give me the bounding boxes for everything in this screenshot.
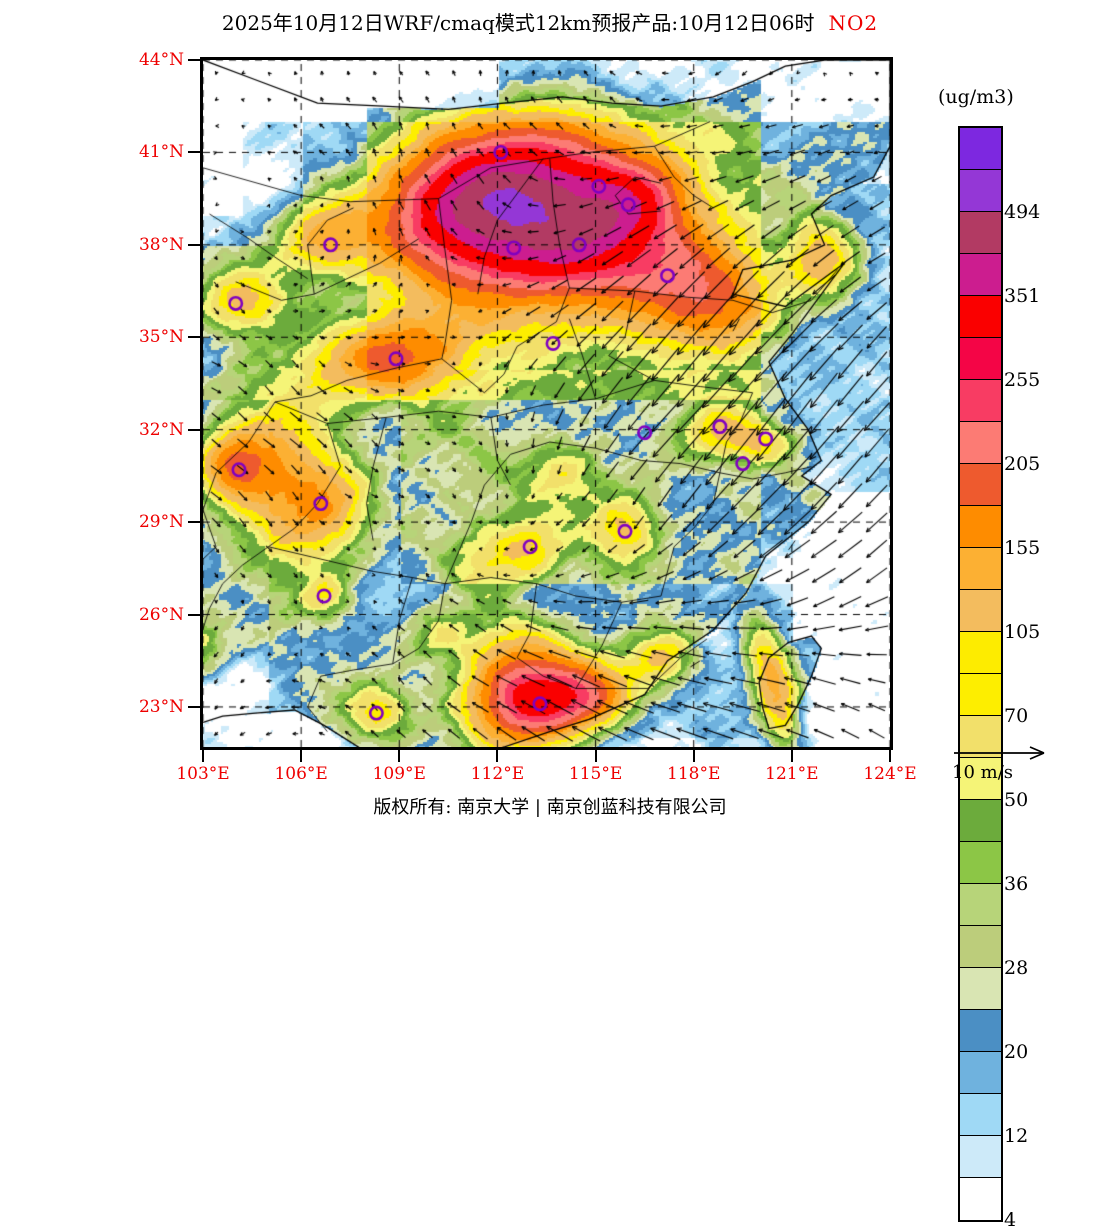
colorbar-label-255: 255 [1004, 369, 1041, 391]
title-species: NO2 [828, 11, 879, 35]
colorbar-label-36: 36 [1004, 873, 1029, 895]
colorbar-label-4: 4 [1004, 1209, 1017, 1231]
lon-tick [398, 750, 401, 762]
lon-tick [594, 750, 597, 762]
colorbar-label-20: 20 [1004, 1041, 1029, 1063]
page-title: 2025年10月12日WRF/cmaq模式12km预报产品:10月12日06时 N… [0, 7, 1100, 36]
copyright-footer: 版权所有: 南京大学 | 南京创蓝科技有限公司 [373, 797, 727, 818]
colorbar-band-16 [960, 800, 1001, 842]
colorbar-band-10 [960, 548, 1001, 590]
colorbar-band-24 [960, 1136, 1001, 1178]
colorbar-band-4 [960, 296, 1001, 338]
colorbar-band-2 [960, 212, 1001, 254]
colorbar-band-14 [960, 716, 1001, 758]
lon-tick-label-109°E: 109°E [372, 764, 426, 784]
colorbar-band-3 [960, 254, 1001, 296]
map-visualization-page: 2025年10月12日WRF/cmaq模式12km预报产品:10月12日06时 N… [0, 7, 1100, 1231]
colorbar-band-8 [960, 464, 1001, 506]
lat-tick [188, 243, 200, 246]
lon-tick [202, 750, 204, 762]
lat-tick-label-26°N: 26°N [138, 604, 184, 625]
lon-tick-label-106°E: 106°E [274, 764, 328, 784]
colorbar-band-17 [960, 842, 1001, 884]
lon-tick [496, 750, 499, 762]
colorbar-band-11 [960, 590, 1001, 632]
colorbar-label-351: 351 [1004, 285, 1041, 307]
colorbar-band-18 [960, 884, 1001, 926]
lat-tick [188, 336, 200, 339]
colorbar-label-205: 205 [1004, 453, 1041, 475]
lat-tick-label-35°N: 35°N [138, 327, 184, 348]
lat-tick [188, 59, 200, 61]
concentration-field-canvas[interactable] [203, 60, 890, 747]
wind-scale-legend: 10 m/s [952, 742, 1082, 790]
lon-tick-label-124°E: 124°E [863, 764, 917, 784]
lat-tick-label-29°N: 29°N [138, 512, 184, 533]
lat-tick-label-23°N: 23°N [138, 696, 184, 717]
lon-tick-label-112°E: 112°E [470, 764, 525, 784]
colorbar-label-28: 28 [1004, 957, 1029, 979]
colorbar-band-13 [960, 674, 1001, 716]
colorbar-label-494: 494 [1004, 201, 1041, 223]
lon-tick-label-103°E: 103°E [176, 764, 230, 784]
colorbar-band-15 [960, 758, 1001, 800]
colorbar-band-1 [960, 170, 1001, 212]
lon-tick-label-121°E: 121°E [765, 764, 819, 784]
colorbar-label-70: 70 [1004, 705, 1029, 727]
colorbar-band-0 [960, 128, 1001, 170]
colorbar-label-155: 155 [1004, 537, 1041, 559]
colorbar-band-7 [960, 422, 1001, 464]
colorbar-band-23 [960, 1094, 1001, 1136]
colorbar-label-12: 12 [1004, 1125, 1029, 1147]
lon-tick [790, 750, 793, 762]
lon-tick-label-118°E: 118°E [667, 764, 721, 784]
map-plot-area[interactable] [200, 57, 893, 750]
lat-tick-label-41°N: 41°N [138, 142, 184, 163]
colorbar-band-25 [960, 1178, 1001, 1220]
wind-arrow-icon [954, 746, 1045, 760]
title-text: 2025年10月12日WRF/cmaq模式12km预报产品:10月12日06时 [221, 11, 815, 35]
colorbar-band-19 [960, 926, 1001, 968]
lon-tick [692, 750, 695, 762]
colorbar-band-5 [960, 338, 1001, 380]
lon-tick [889, 750, 891, 762]
lat-tick-label-44°N: 44°N [138, 50, 184, 70]
colorbar-label-105: 105 [1004, 621, 1041, 643]
lat-tick [188, 705, 200, 708]
colorbar-label-50: 50 [1004, 789, 1029, 811]
lat-tick [188, 613, 200, 616]
colorbar-band-12 [960, 632, 1001, 674]
colorbar-band-9 [960, 506, 1001, 548]
lat-tick [188, 428, 200, 431]
colorbar-band-22 [960, 1052, 1001, 1094]
lat-tick-label-32°N: 32°N [138, 419, 184, 440]
lon-tick-label-115°E: 115°E [568, 764, 623, 784]
colorbar-band-21 [960, 1010, 1001, 1052]
colorbar[interactable] [958, 126, 1003, 1222]
lat-tick [188, 521, 200, 524]
wind-scale-label: 10 m/s [952, 762, 1013, 783]
lat-tick-label-38°N: 38°N [138, 234, 184, 255]
lon-tick [300, 750, 303, 762]
colorbar-band-20 [960, 968, 1001, 1010]
lat-tick [188, 151, 200, 154]
colorbar-unit-label: (ug/m3) [938, 86, 1014, 108]
colorbar-band-6 [960, 380, 1001, 422]
